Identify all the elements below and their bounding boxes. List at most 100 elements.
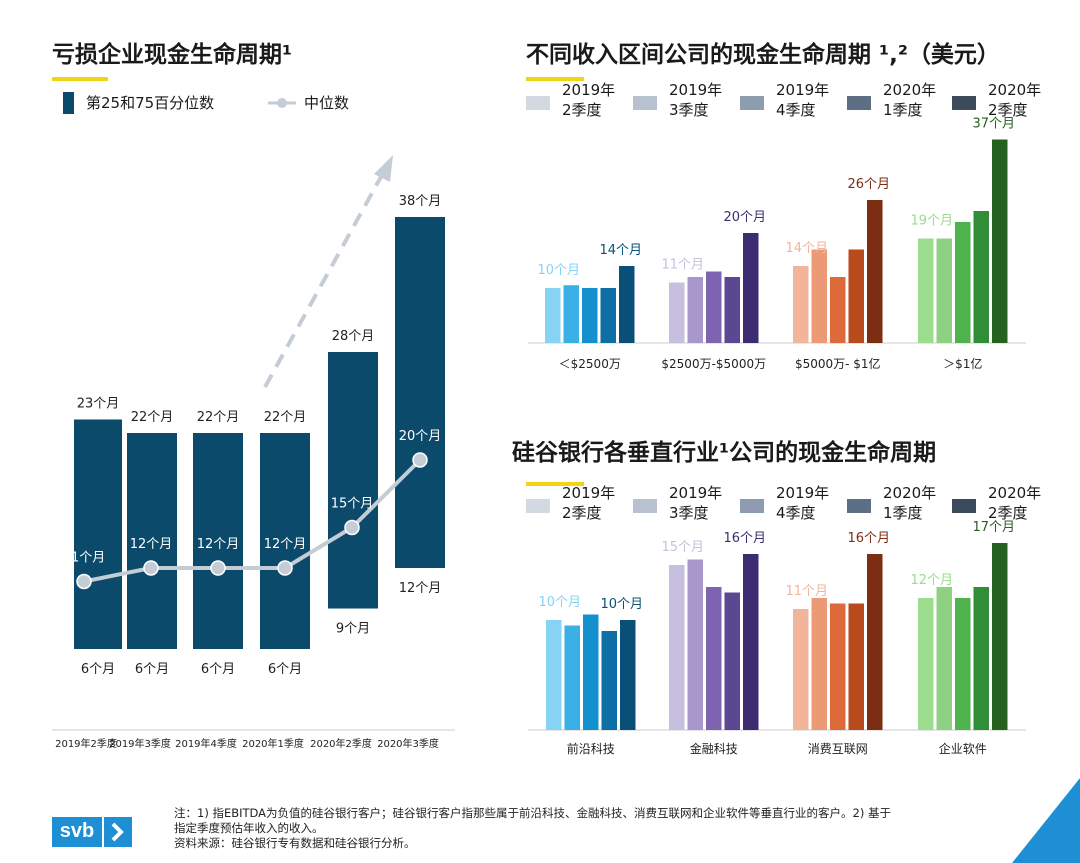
median-label: 11个月 (63, 551, 106, 566)
bar (973, 211, 989, 343)
quarter-legend-top: 2019年 2季度 2019年 3季度 2019年 4季度 2020年 1季度 2020年 2季度 (526, 81, 1041, 119)
quarter-legend-swatch (633, 96, 657, 110)
left-chart-title: 亏损企业现金生命周期¹ (52, 41, 292, 68)
quarter-legend-quarter: 1季度 (883, 101, 923, 119)
median-label: 12个月 (130, 537, 173, 552)
quarter-legend-quarter: 3季度 (669, 101, 709, 119)
bar (620, 620, 636, 730)
median-label: 20个月 (399, 429, 442, 444)
top-right-chart-title: 不同收入区间公司的现金生命周期 ¹,²（美元） (526, 41, 1000, 68)
range-high-label: 22个月 (197, 410, 240, 425)
first-quarter-label: 15个月 (661, 540, 704, 555)
median-line (83, 458, 422, 584)
last-quarter-label: 16个月 (723, 531, 766, 546)
x-tick-label: 2020年2季度 (310, 737, 372, 750)
bar (793, 266, 809, 343)
last-quarter-label: 10个月 (600, 597, 643, 612)
first-quarter-label: 14个月 (785, 241, 828, 256)
bar (583, 614, 599, 730)
x-tick-label: 2019年4季度 (175, 737, 237, 750)
first-quarter-label: 12个月 (910, 573, 953, 588)
footnote: 注：1) 指EBITDA为负值的硅谷银行客户；硅谷银行客户指那些属于前沿科技、金… (174, 806, 1004, 851)
bar (582, 288, 598, 343)
range-bar (193, 433, 243, 649)
bar (793, 609, 809, 730)
quarter-legend-year: 2019年 (669, 81, 722, 99)
bar (936, 238, 952, 343)
bottom-right-chart-title: 硅谷银行各垂直行业¹公司的现金生命周期 (512, 439, 936, 466)
last-quarter-label: 14个月 (599, 243, 642, 258)
quarter-legend-year: 2019年 (562, 484, 615, 502)
bar (867, 200, 883, 343)
range-legend-swatch (63, 92, 74, 114)
last-quarter-label: 37个月 (972, 117, 1015, 132)
bar (743, 233, 759, 343)
category-label: 前沿科技 (567, 741, 615, 756)
x-tick-label: 2020年1季度 (242, 737, 304, 750)
bar (992, 139, 1008, 343)
median-label: 12个月 (264, 537, 307, 552)
x-tick-label: 2019年3季度 (109, 737, 171, 750)
svb-logo: svb (52, 817, 132, 847)
category-label: ＞$1亿 (943, 356, 982, 371)
bar (546, 620, 562, 730)
quarter-legend-quarter: 1季度 (883, 504, 923, 522)
bar (936, 587, 952, 730)
category-label: 企业软件 (939, 741, 987, 756)
first-quarter-label: 19个月 (910, 214, 953, 229)
quarter-legend-year: 2019年 (562, 81, 615, 99)
logo-chevron-icon (104, 817, 132, 847)
median-legend-marker (277, 98, 287, 108)
bar (811, 249, 827, 343)
x-tick-label: 2020年3季度 (377, 737, 439, 750)
bar (600, 288, 616, 343)
category-label: 消费互联网 (808, 742, 868, 756)
bar (992, 543, 1008, 730)
median-point (344, 519, 360, 536)
range-legend-label: 第25和75百分位数 (86, 94, 214, 112)
bar (564, 625, 580, 730)
last-quarter-label: 16个月 (847, 531, 890, 546)
range-low-label: 12个月 (399, 581, 442, 596)
bar (601, 631, 617, 730)
quarter-legend-year: 2020年 (883, 484, 936, 502)
footnote-source: 资料来源：硅谷银行专有数据和硅谷银行分析。 (174, 836, 416, 850)
quarter-legend-swatch (633, 499, 657, 513)
top-right-chart: 10个月 14个月 ＜$2500万 11个月 20个月 $2500万-$5000万 14个月… (528, 117, 1026, 371)
bar (687, 277, 703, 343)
last-quarter-label: 20个月 (723, 210, 766, 225)
left-title-underline (52, 77, 108, 81)
bar (545, 288, 561, 343)
median-label: 12个月 (197, 537, 240, 552)
range-bar (127, 433, 177, 649)
trend-arrow-head (374, 155, 393, 182)
bar (669, 565, 685, 730)
bar (706, 587, 722, 730)
bar (830, 277, 846, 343)
first-quarter-label: 10个月 (537, 263, 580, 278)
quarter-legend-swatch (847, 499, 871, 513)
range-low-label: 6个月 (201, 662, 235, 677)
category-label: 金融科技 (690, 741, 738, 756)
quarter-legend-year: 2019年 (669, 484, 722, 502)
quarter-legend-quarter: 2季度 (562, 101, 602, 119)
quarter-legend-swatch (952, 499, 976, 513)
quarter-legend-quarter: 4季度 (776, 504, 816, 522)
footnote-line-1: 注：1) 指EBITDA为负值的硅谷银行客户；硅谷银行客户指那些属于前沿科技、金… (174, 806, 892, 820)
first-quarter-label: 10个月 (538, 595, 581, 610)
range-bar (74, 419, 122, 649)
bar (724, 277, 740, 343)
bar (687, 559, 703, 730)
logo-wordmark: svb (52, 817, 102, 847)
median-point (412, 452, 428, 468)
quarter-legend-quarter: 2季度 (562, 504, 602, 522)
quarter-legend-swatch (952, 96, 976, 110)
median-point (76, 573, 92, 590)
corner-accent (1012, 778, 1080, 863)
median-point (277, 560, 293, 576)
bar (563, 285, 579, 343)
last-quarter-label: 17个月 (972, 520, 1015, 535)
median-point (143, 560, 159, 576)
